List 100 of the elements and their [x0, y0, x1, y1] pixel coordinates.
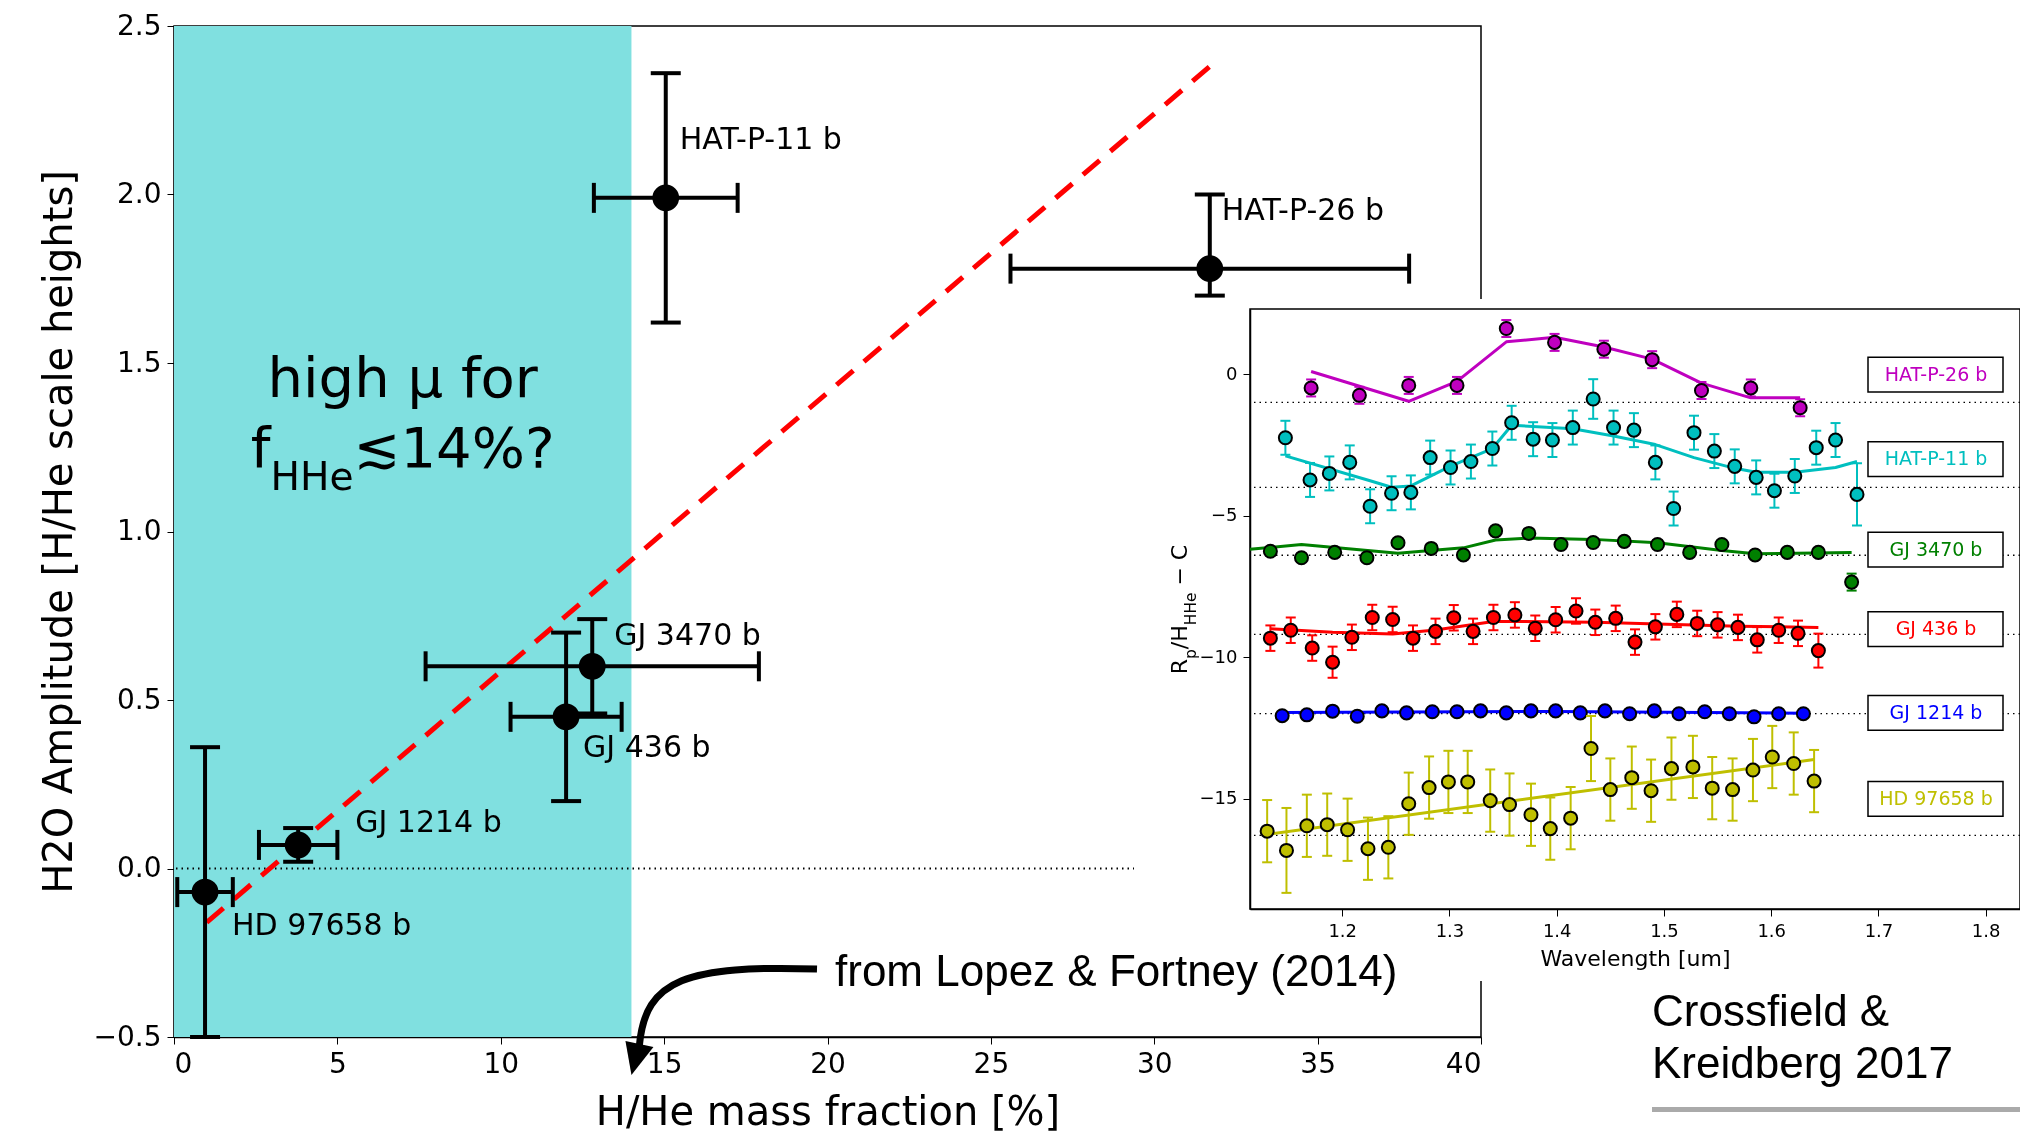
x-tick-label: 1.7 [1864, 919, 1894, 941]
point [1384, 485, 1400, 501]
point [1669, 606, 1685, 622]
y-tick-label: 2.0 [116, 177, 162, 210]
point [1787, 468, 1803, 484]
x-axis-title: H/He mass fraction [%] [595, 1087, 1061, 1134]
point [1790, 625, 1806, 641]
point [1706, 443, 1722, 459]
point [1626, 422, 1642, 438]
point [1465, 623, 1481, 639]
point [1685, 759, 1701, 775]
point [1730, 619, 1746, 635]
point [1764, 749, 1780, 765]
point [1380, 839, 1396, 855]
point [1443, 459, 1459, 475]
point [1771, 622, 1787, 638]
y-tick-label: 1.5 [116, 345, 162, 379]
point [1602, 782, 1618, 798]
x-tick-label: 10 [483, 1046, 520, 1080]
point [1259, 823, 1275, 839]
text: Crossfield & Kreidberg 2017 [1652, 985, 2020, 1112]
point [1671, 706, 1687, 722]
point [1325, 703, 1341, 719]
point [1485, 609, 1501, 625]
annotation: HAT-P-11 b [679, 120, 842, 156]
point [1422, 450, 1438, 466]
text: GJ 1214 b [1889, 700, 1983, 723]
annotation: GJ 1214 b [355, 803, 502, 839]
point [1725, 782, 1741, 798]
point [1786, 756, 1802, 772]
series-label: HAT-P-11 b [1884, 447, 1988, 470]
point [1390, 535, 1406, 551]
point [1714, 536, 1730, 552]
point [1498, 705, 1514, 721]
point [1647, 619, 1663, 635]
point [1585, 534, 1601, 550]
point [1293, 550, 1309, 566]
point [1344, 629, 1360, 645]
point [1364, 609, 1380, 625]
text: HAT-P-26 b [1884, 362, 1988, 385]
point [1810, 643, 1826, 659]
y-tick-label: 2.5 [116, 8, 162, 42]
point [1548, 703, 1564, 719]
point [1585, 391, 1601, 407]
point [1622, 706, 1638, 722]
y-tick-label: −0.5 [93, 1019, 162, 1053]
point [1299, 707, 1315, 723]
point [1828, 432, 1844, 448]
point [1597, 703, 1613, 719]
point [1771, 706, 1787, 722]
point [1710, 617, 1726, 633]
point [1747, 547, 1763, 563]
point [1460, 774, 1476, 790]
point [1745, 762, 1761, 778]
point [1663, 761, 1679, 777]
point [1527, 620, 1543, 636]
x-tick-label: 25 [973, 1046, 1010, 1080]
point [1340, 822, 1356, 838]
y-tick-label: 0.5 [116, 682, 162, 716]
point [1766, 483, 1782, 499]
y-tick-label: −15 [1199, 787, 1238, 809]
y-tick-label: −10 [1199, 645, 1238, 667]
point [1278, 842, 1294, 858]
point [1299, 818, 1315, 834]
point [1548, 612, 1564, 628]
point [1304, 640, 1320, 656]
point [1374, 703, 1390, 719]
point [1302, 472, 1318, 488]
point [1553, 536, 1569, 552]
x-tick-label: 40 [1445, 1046, 1482, 1080]
x-tick-label: 5 [328, 1046, 347, 1080]
point [1440, 774, 1456, 790]
point [1428, 623, 1444, 639]
point [1624, 770, 1640, 786]
x-tick-label: 20 [810, 1046, 846, 1080]
point [1849, 486, 1865, 502]
point [1616, 533, 1632, 549]
y-axis-title: H2O Amplitude [H/He scale heights] [34, 170, 81, 894]
point [1643, 783, 1659, 799]
point [1646, 703, 1662, 719]
point [1523, 807, 1539, 823]
y-tick-label: −5 [1210, 504, 1238, 526]
point [1521, 525, 1537, 541]
point [1262, 630, 1278, 646]
point [1525, 431, 1541, 447]
series-label: GJ 3470 b [1889, 537, 1983, 560]
point [1359, 550, 1375, 566]
text: GJ 436 b [1895, 617, 1977, 640]
point [1806, 773, 1822, 789]
point [1405, 630, 1421, 646]
point [1749, 632, 1765, 648]
x-tick-label: 1.5 [1650, 919, 1679, 941]
x-tick-label: 1.2 [1328, 919, 1358, 941]
point [1748, 469, 1764, 485]
point [1446, 610, 1462, 626]
point [1565, 420, 1581, 436]
point [1568, 603, 1584, 619]
point [1423, 540, 1439, 556]
point [1627, 634, 1643, 650]
x-tick-label: 30 [1136, 1046, 1173, 1080]
